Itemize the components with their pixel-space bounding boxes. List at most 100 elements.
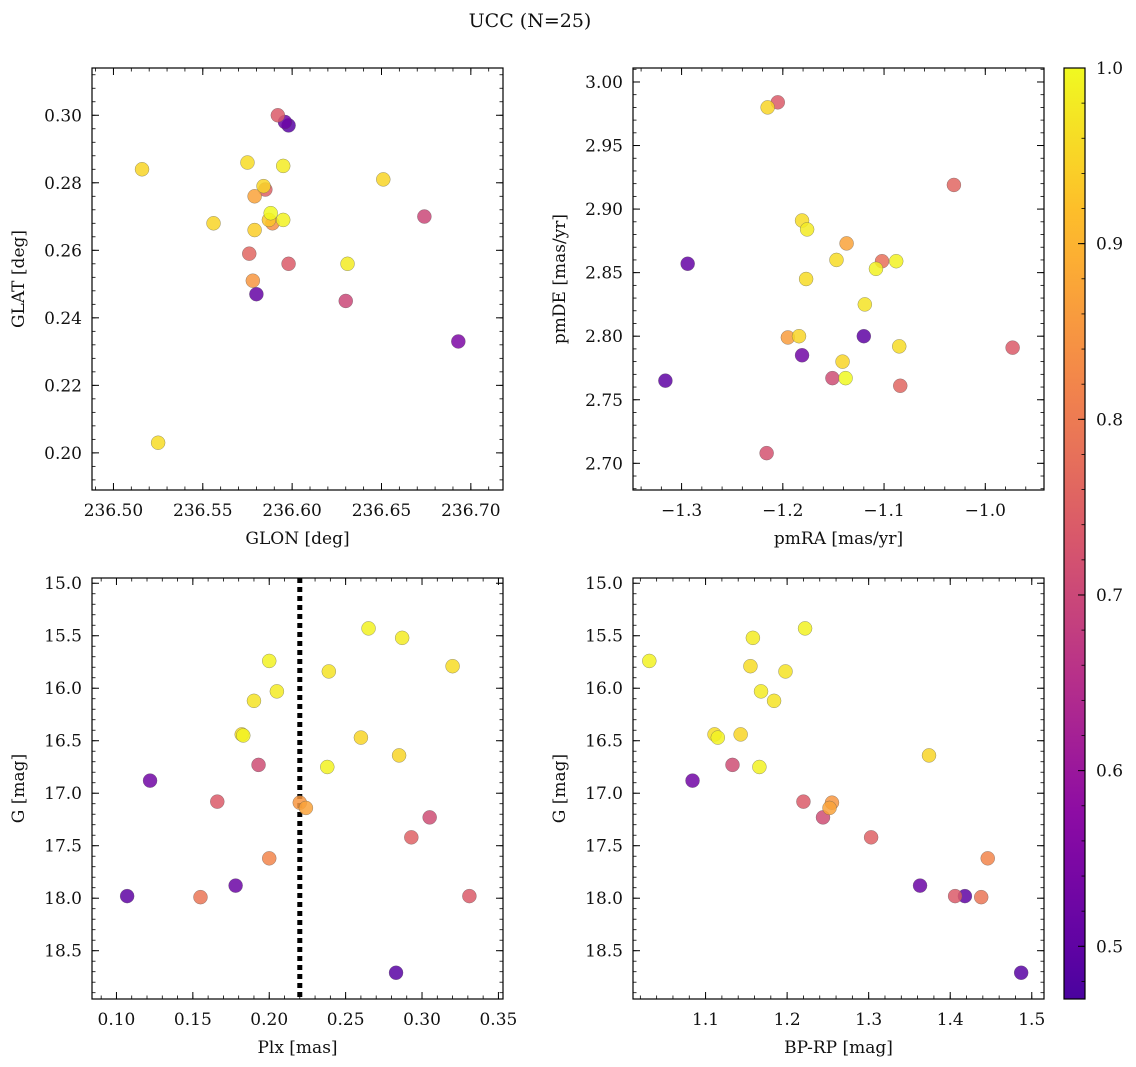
scatter-point [263,205,278,221]
x-axis-label: Plx [mas] [257,1038,337,1058]
scatter-point [134,162,150,177]
scatter-point [778,664,793,679]
scatter-point [245,273,261,288]
y-tick-label: 17.5 [44,837,82,857]
scatter-point [150,435,166,450]
scatter-point [376,172,391,187]
x-axis-label: GLON [deg] [245,529,349,549]
scatter-point [947,888,963,904]
x-tick-label: 1.4 [937,1010,964,1030]
y-tick-label: 16.5 [44,732,82,752]
y-tick-label: 17.0 [585,784,623,804]
scatter-point [269,684,285,699]
y-axis-label: pmDE [mas/yr] [550,214,570,344]
scatter-point [685,773,700,788]
scatter-point [753,684,769,699]
scatter-point [973,889,989,905]
scatter-point [417,209,432,224]
colorbar-tick-label: 1.0 [1096,59,1123,79]
colorbar-tick-label: 0.9 [1096,235,1123,255]
scatter-point [247,222,262,238]
x-tick-label: 1.3 [855,1010,882,1030]
scatter-point [275,212,291,228]
y-tick-label: 0.28 [44,174,82,194]
y-tick-label: 15.0 [44,574,82,594]
y-tick-label: 17.0 [44,784,82,804]
y-tick-label: 0.26 [44,241,82,261]
scatter-point [142,773,158,788]
y-tick-label: 17.5 [585,837,623,857]
y-axis-label: G [mag] [9,754,29,823]
colorbar-tick-label: 0.5 [1096,937,1123,957]
scatter-point [391,748,407,763]
y-axis-label: G [mag] [550,754,570,823]
y-tick-label: 16.5 [585,732,623,752]
scatter-point [1013,965,1029,981]
scatter-point [338,293,353,309]
x-tick-label: 0.10 [98,1010,136,1030]
scatter-point [275,158,291,174]
scatter-point [921,748,937,763]
x-tick-label: 236.55 [173,501,232,521]
scatter-point [353,730,369,745]
scatter-point [766,693,782,709]
colorbar-tick-label: 0.6 [1096,762,1123,782]
colorbar: 0.5 0.6 0.7 0.8 0.9 1.0 [1063,59,1123,1000]
scatter-point [261,653,277,669]
scatter-point [281,256,296,272]
scatter-point [422,810,437,825]
scatter-point [242,246,257,261]
scatter-point [193,889,208,905]
scatter-point [451,334,466,349]
y-tick-label: 2.85 [585,264,623,284]
x-tick-label: 236.60 [262,501,321,521]
scatter-point [912,878,928,893]
scatter-point [798,271,814,287]
scatter-point [119,888,135,904]
x-tick-label: 236.70 [441,501,500,521]
y-tick-label: 18.0 [44,889,82,909]
scatter-point [980,851,995,866]
scatter-point [210,794,225,809]
scatter-point [270,108,286,123]
x-tick-label: 0.20 [250,1010,288,1030]
x-tick-label: 0.30 [403,1010,441,1030]
y-tick-label: 2.95 [585,137,623,157]
scatter-point [445,658,460,674]
y-tick-label: 2.80 [585,327,623,347]
panel-glon-glat: 236.50 236.55 236.60 236.65 236.70 0.20 0.22 0.… [9,67,504,549]
plot-frame [632,577,1045,1000]
scatter-point [856,328,872,344]
y-tick-label: 18.5 [44,942,82,962]
scatter-point [799,222,815,237]
scatter-point [946,177,962,193]
scatter-point [822,800,837,816]
x-tick-label: −1.3 [661,501,702,521]
scatter-point [642,653,657,669]
scatter-point [888,253,904,269]
y-tick-label: 16.0 [585,679,623,699]
y-tick-label: 0.30 [44,106,82,126]
x-tick-label: −1.1 [863,501,904,521]
scatter-point [791,328,807,344]
scatter-point [863,830,879,845]
y-tick-label: 2.75 [585,391,623,411]
scatter-point [246,693,262,709]
scatter-point [1005,340,1020,355]
x-tick-label: 1.1 [692,1010,719,1030]
y-tick-label: 15.5 [44,627,82,647]
scatter-point [256,178,271,194]
colorbar-gradient [1063,67,1086,1000]
plot-frame [91,67,504,491]
scatter-point [725,757,740,773]
scatter-point [838,370,853,386]
panel-pmra-pmde: −1.3 −1.2 −1.1 −1.0 2.70 2.75 2.80 2.85 2.90 2.95… [550,67,1045,549]
scatter-point [893,378,908,394]
panel-plx-g: 0.10 0.15 0.20 0.25 0.30 0.35 15.0 15.5 16.0 16.5… [9,574,517,1058]
plot-frame [632,67,1045,491]
scatter-point [404,830,419,845]
scatter-point [247,189,262,204]
colorbar-tick-label: 0.8 [1096,410,1123,430]
scatter-point [658,373,673,388]
